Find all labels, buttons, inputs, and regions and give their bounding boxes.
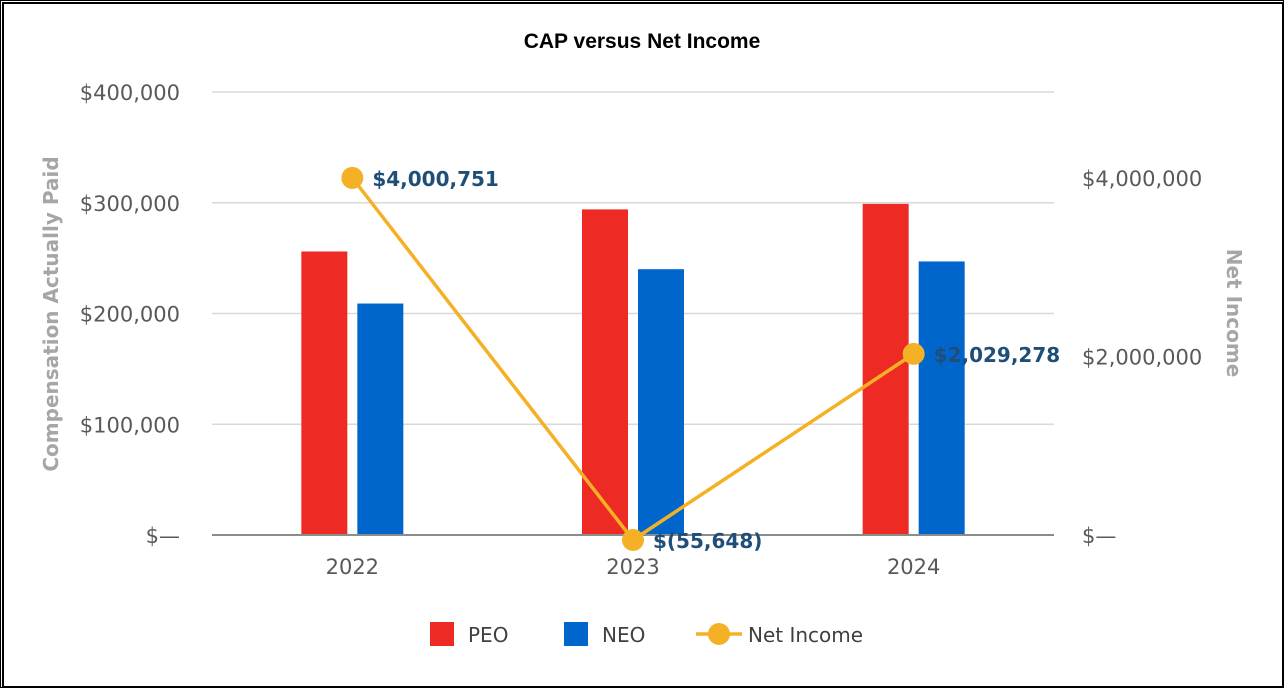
x-axis-ticks: 2022 2023 2024 xyxy=(326,555,941,579)
net-income-data-label: $4,000,751 xyxy=(372,167,499,191)
y2-tick-label: $4,000,000 xyxy=(1082,167,1202,191)
x-tick-label: 2022 xyxy=(326,555,379,579)
y2-tick-label: $2,000,000 xyxy=(1082,346,1202,370)
bar-neo-2022 xyxy=(357,303,404,535)
bar-series xyxy=(301,203,965,536)
legend-swatch-peo xyxy=(430,622,454,646)
net-income-point-2022 xyxy=(341,166,364,189)
bar-peo-2022 xyxy=(301,251,348,536)
legend: PEO NEO Net Income xyxy=(430,622,863,647)
left-axis-ticks: $— $100,000 $200,000 $300,000 $400,000 xyxy=(80,81,180,548)
bar-neo-2023 xyxy=(638,269,684,535)
net-income-point-2024 xyxy=(902,342,925,365)
x-tick-label: 2023 xyxy=(606,555,659,579)
right-axis-ticks: $— $2,000,000 $4,000,000 xyxy=(1082,167,1202,548)
net-income-data-label: $2,029,278 xyxy=(934,343,1061,367)
bar-neo-2024 xyxy=(918,261,965,535)
y2-tick-label: $— xyxy=(1082,524,1116,548)
x-tick-label: 2024 xyxy=(887,555,940,579)
net-income-point-2023 xyxy=(622,528,644,551)
legend-label: PEO xyxy=(468,623,508,647)
legend-swatch-neo xyxy=(564,622,588,646)
legend-label: NEO xyxy=(602,623,645,647)
chart-title: CAP versus Net Income xyxy=(524,30,761,53)
net-income-series: $4,000,751 $(55,648) $2,029,278 xyxy=(341,166,1061,553)
bar-peo-2024 xyxy=(862,203,909,536)
y-tick-label: $100,000 xyxy=(80,413,180,437)
left-axis-title: Compensation Actually Paid xyxy=(39,156,63,471)
right-axis-title: Net Income xyxy=(1222,249,1246,378)
y-tick-label: $400,000 xyxy=(80,81,180,105)
net-income-data-label: $(55,648) xyxy=(653,529,762,553)
net-income-line xyxy=(350,176,915,542)
bar-peo-2023 xyxy=(582,209,628,535)
y-tick-label: $200,000 xyxy=(80,303,180,327)
legend-label: Net Income xyxy=(748,623,863,647)
y-tick-label: $— xyxy=(146,524,180,548)
y-tick-label: $300,000 xyxy=(80,192,180,216)
gridlines xyxy=(212,91,1054,425)
legend-marker-swatch xyxy=(708,623,730,645)
